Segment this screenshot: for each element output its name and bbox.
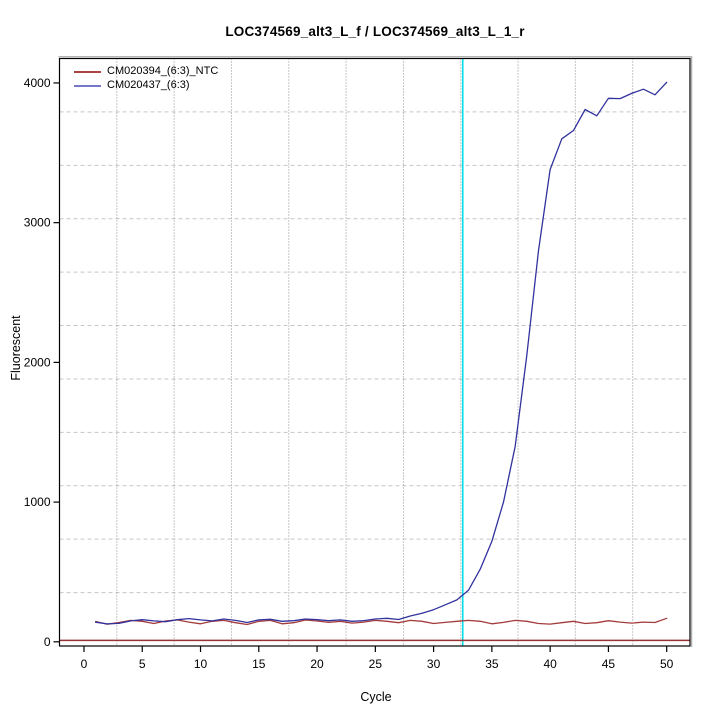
series-curve-1 bbox=[94, 81, 668, 625]
x-tick-label: 0 bbox=[81, 657, 88, 671]
y-tick-label: 4000 bbox=[24, 76, 51, 90]
legend-item-ntc: CM020394_(6:3)_NTC bbox=[74, 66, 218, 77]
y-tick-label: 0 bbox=[44, 635, 51, 649]
x-tick-label: 45 bbox=[602, 657, 616, 671]
x-tick-label: 35 bbox=[485, 657, 499, 671]
x-tick-label: 10 bbox=[194, 657, 208, 671]
chart-title: LOC374569_alt3_L_f / LOC374569_alt3_L_1_… bbox=[225, 24, 525, 39]
x-axis-title: Cycle bbox=[360, 690, 392, 704]
x-tick-label: 15 bbox=[252, 657, 266, 671]
legend-line-sample bbox=[74, 84, 101, 87]
x-tick-label: 40 bbox=[543, 657, 557, 671]
legend-item-sample: CM020437_(6:3) bbox=[74, 80, 218, 91]
x-tick-label: 30 bbox=[427, 657, 441, 671]
y-tick-label: 1000 bbox=[24, 495, 51, 509]
legend: CM020394_(6:3)_NTC CM020437_(6:3) bbox=[74, 66, 218, 91]
legend-line-ntc bbox=[74, 70, 101, 73]
x-axis: 0 5 10 15 20 25 30 35 40 45 50 bbox=[81, 646, 674, 671]
legend-label-ntc: CM020394_(6:3)_NTC bbox=[107, 65, 219, 77]
y-tick-label: 3000 bbox=[24, 216, 51, 230]
y-axis-title: Fluorescent bbox=[9, 315, 23, 381]
gridlines bbox=[59, 58, 690, 646]
y-axis: 0 1000 2000 3000 4000 bbox=[24, 76, 60, 649]
legend-label-sample: CM020437_(6:3) bbox=[107, 79, 190, 91]
series-curve-0 bbox=[94, 617, 668, 626]
x-tick-label: 20 bbox=[310, 657, 324, 671]
plot-border bbox=[58, 57, 691, 647]
x-tick-label: 50 bbox=[660, 657, 674, 671]
y-tick-label: 2000 bbox=[24, 355, 51, 369]
x-tick-label: 5 bbox=[139, 657, 146, 671]
x-tick-label: 25 bbox=[369, 657, 383, 671]
plot-box-shadow bbox=[58, 56, 693, 647]
